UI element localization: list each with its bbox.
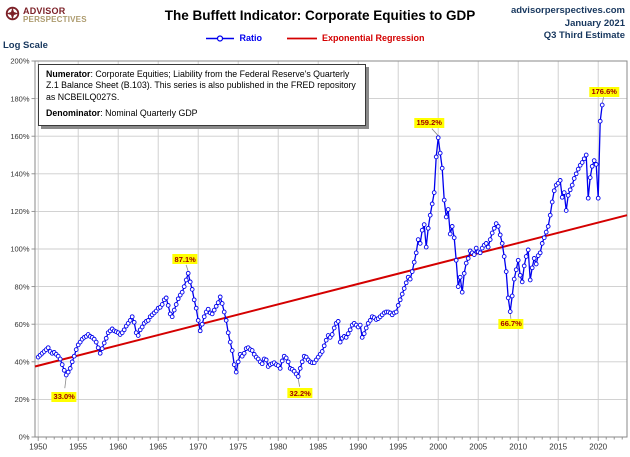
axis-ticks: [31, 60, 623, 441]
x-tick-label: 1960: [109, 443, 127, 452]
numerator-label: Numerator: [46, 69, 91, 79]
y-tick-label: 140%: [10, 170, 30, 179]
x-tick-label: 1975: [229, 443, 247, 452]
y-tick-label: 100%: [10, 245, 30, 254]
numerator-note: Numerator: Corporate Equities; Liability…: [46, 69, 358, 103]
x-tick-label: 1980: [269, 443, 287, 452]
legend-label-ratio: Ratio: [239, 33, 262, 43]
legend: Ratio Exponential Regression: [0, 33, 630, 43]
report-date: January 2021: [564, 17, 625, 29]
compass-logo-icon: [5, 6, 20, 21]
gridlines: [35, 61, 627, 437]
x-tick-label: 2015: [549, 443, 567, 452]
axis-tick-labels: 0% 20% 40% 60% 80% 100% 120% 140% 160% 180% 200% 19…: [10, 57, 607, 452]
y-tick-label: 160%: [10, 132, 30, 141]
y-tick-label: 60%: [14, 320, 29, 329]
header-meta: advisorperspectives.com January 2021 Q3 …: [511, 5, 625, 43]
logo-line-perspectives: PERSPECTIVES: [23, 14, 87, 24]
x-tick-label: 2000: [429, 443, 447, 452]
legend-label-regression: Exponential Regression: [321, 33, 425, 43]
x-tick-label: 1965: [149, 443, 167, 452]
denominator-text: : Nominal Quarterly GDP: [100, 108, 198, 119]
logo-line-advisor: ADVISOR: [23, 6, 66, 16]
y-tick-label: 20%: [14, 395, 29, 404]
x-tick-label: 2005: [469, 443, 487, 452]
series-exponential-regression: [34, 214, 628, 368]
y-tick-label: 180%: [10, 94, 30, 103]
advisor-perspectives-logo: ADVISOR PERSPECTIVES: [5, 6, 87, 24]
regression-line-icon: [286, 37, 317, 39]
y-tick-label: 120%: [10, 207, 30, 216]
denominator-label: Denominator: [46, 108, 101, 119]
x-tick-label: 2010: [509, 443, 527, 452]
numerator-text: : Corporate Equities; Liability from the…: [46, 69, 356, 102]
x-tick-label: 1985: [309, 443, 327, 452]
estimate-label: Q3 Third Estimate: [543, 30, 625, 41]
series-ratio: [35, 102, 605, 379]
ratio-line-marker-icon: [206, 34, 235, 42]
y-tick-label: 200%: [10, 57, 30, 66]
x-tick-label: 1995: [389, 443, 407, 452]
legend-item-regression: Exponential Regression: [286, 33, 425, 43]
y-tick-label: 80%: [14, 282, 29, 291]
x-tick-label: 1950: [29, 443, 47, 452]
x-tick-label: 2020: [589, 443, 607, 452]
x-tick-label: 1955: [69, 443, 87, 452]
label-leader-lines: [64, 97, 604, 389]
x-tick-label: 1990: [349, 443, 367, 452]
log-scale-label: Log Scale: [3, 40, 48, 51]
denominator-note: Denominator: Nominal Quarterly GDP: [46, 108, 358, 119]
source-note-box: Numerator: Corporate Equities; Liability…: [38, 64, 366, 126]
site-name: advisorperspectives.com: [510, 5, 625, 16]
y-tick-label: 40%: [14, 358, 29, 367]
legend-item-ratio: Ratio: [205, 33, 262, 43]
logo-text: ADVISOR PERSPECTIVES: [23, 6, 87, 24]
x-tick-label: 1970: [189, 443, 207, 452]
page-title: The Buffett Indicator: Corporate Equitie…: [164, 8, 476, 23]
y-tick-label: 0%: [19, 433, 30, 442]
